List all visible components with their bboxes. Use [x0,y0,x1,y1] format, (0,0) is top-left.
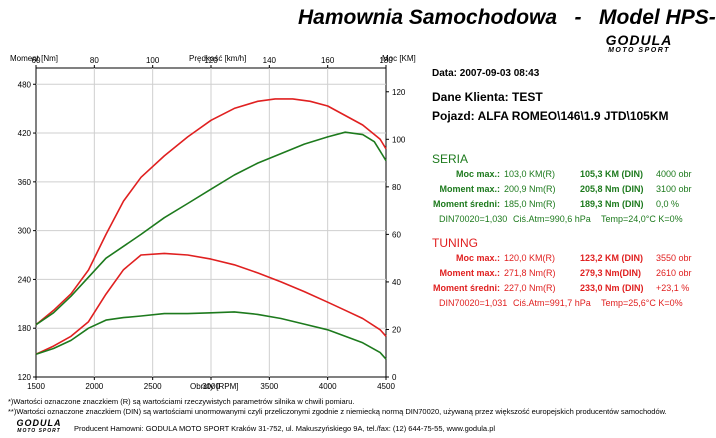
client-line: Dane Klienta: TEST [432,90,543,104]
tuning-row-v3: 3550 obr [656,253,692,263]
footnote-r: *)Wartości oznaczone znaczkiem (R) są wa… [8,397,355,406]
tuning-row-v1: 271,8 Nm(R) [504,268,556,278]
tuning-row-label: Moc max.: [455,253,500,263]
top-tick-label: 140 [263,56,277,65]
left-axis-title: Moment [Nm] [10,54,58,63]
tuning-row-v3: +23,1 % [656,283,690,293]
seria-atm: Ciś.Atm=990,6 hPa [513,214,591,224]
left-tick-label: 240 [18,275,32,284]
left-tick-label: 360 [18,178,32,187]
seria-row-v3: 4000 obr [656,169,692,179]
bottom-tick-label: 4500 [377,382,395,391]
tuning-atm: Ciś.Atm=991,7 hPa [513,298,591,308]
bottom-tick-label: 3500 [260,382,278,391]
top-tick-label: 60 [32,56,41,65]
left-tick-label: 480 [18,80,32,89]
seria-title: SERIA [432,152,469,166]
seria-row-v3: 0,0 % [656,199,680,209]
tuning-row-label: Moment średni: [432,283,500,293]
tuning-temp: Temp=25,6°C K=0% [601,298,683,308]
client-value: TEST [512,90,543,104]
top-tick-label: 120 [204,56,218,65]
left-axis-ticks: 120 180 240 300 360 420 480 [18,80,36,382]
vehicle-label: Pojazd: [432,109,475,123]
top-tick-label: 100 [146,56,160,65]
seria-row-v1: 200,9 Nm(R) [504,184,556,194]
footer-brand-name: GODULA [16,418,62,428]
seria-row-label: Moment max.: [439,184,500,194]
tuning-din: DIN70020=1,031 [439,298,508,308]
tuning-power-line [35,98,387,326]
seria-row-label: Moc max.: [455,169,500,179]
date-line: Data: 2007-09-03 08:43 [432,68,539,79]
chart-lines [35,98,387,360]
seria-torque-line [35,311,387,360]
tuning-row-v2: 279,3 Nm(DIN) [580,268,642,278]
right-tick-label: 40 [392,278,401,287]
page-title: Hamownia Samochodowa - Model HPS-O [298,6,716,29]
tuning-row-v1: 227,0 Nm(R) [504,283,556,293]
bottom-axis-title: Obroty [RPM] [190,382,238,391]
top-tick-label: 160 [321,56,335,65]
left-tick-label: 300 [18,227,32,236]
bottom-tick-label: 1500 [27,382,45,391]
left-tick-label: 420 [18,129,32,138]
seria-row-v2: 205,8 Nm (DIN) [580,184,644,194]
tuning-row-v2: 123,2 KM (DIN) [580,253,644,263]
right-tick-label: 80 [392,183,401,192]
right-axis-ticks: 0 20 40 60 80 100 120 [386,88,406,382]
tuning-row-v2: 233,0 Nm (DIN) [580,283,644,293]
vehicle-value: ALFA ROMEO\146\1.9 JTD\105KM [477,109,669,123]
seria-row-v1: 185,0 Nm(R) [504,199,556,209]
producer-info: Producent Hamowni: GODULA MOTO SPORT Kra… [74,424,496,433]
brand-sub: MOTO SPORT [608,47,670,54]
bottom-axis-ticks: 1500 2000 2500 3000 3500 4000 4500 [27,377,395,391]
right-axis-title: Moc [KM] [382,54,416,63]
right-tick-label: 20 [392,325,401,334]
seria-row-v1: 103,0 KM(R) [504,169,556,179]
dyno-chart: 120 180 240 300 360 420 480 0 20 40 60 80 100 120 60… [10,54,416,391]
seria-power-line [35,131,387,326]
seria-row-v2: 189,3 Nm (DIN) [580,199,644,209]
footnote-din: **)Wartości oznaczone znaczkiem (DIN) są… [8,407,667,416]
top-axis-title: Prędkość [km/h] [189,54,246,63]
top-axis-ticks: 60 80 100 120 140 160 180 [32,56,393,68]
tuning-title: TUNING [432,236,478,250]
tuning-row-v3: 2610 obr [656,268,692,278]
seria-row-v3: 3100 obr [656,184,692,194]
seria-din: DIN70020=1,030 [439,214,508,224]
date-label: Data: [432,68,458,79]
tuning-row-v1: 120,0 KM(R) [504,253,556,263]
client-label: Dane Klienta: [432,90,509,104]
left-tick-label: 120 [18,373,32,382]
seria-row-v2: 105,3 KM (DIN) [580,169,644,179]
top-tick-label: 80 [90,56,99,65]
right-tick-label: 120 [392,88,406,97]
brand-logo: GODULA MOTO SPORT [596,33,682,55]
bottom-tick-label: 4000 [319,382,337,391]
top-tick-label: 180 [379,56,393,65]
bottom-tick-label: 2000 [85,382,103,391]
date-value: 2007-09-03 08:43 [459,68,540,79]
seria-temp: Temp=24,0°C K=0% [601,214,683,224]
left-tick-label: 180 [18,324,32,333]
tuning-torque-line [35,252,387,355]
right-tick-label: 60 [392,230,401,239]
footer-brand-sub: MOTO SPORT [17,428,61,434]
brand-name: GODULA [605,32,673,48]
right-tick-label: 100 [392,135,406,144]
bottom-tick-label: 3000 [202,382,220,391]
right-tick-label: 0 [392,373,397,382]
footer-logo: GODULA MOTO SPORT [8,419,70,436]
seria-row-label: Moment średni: [432,199,500,209]
tuning-row-label: Moment max.: [439,268,500,278]
bottom-tick-label: 2500 [144,382,162,391]
vehicle-line: Pojazd: ALFA ROMEO\146\1.9 JTD\105KM [432,109,669,123]
